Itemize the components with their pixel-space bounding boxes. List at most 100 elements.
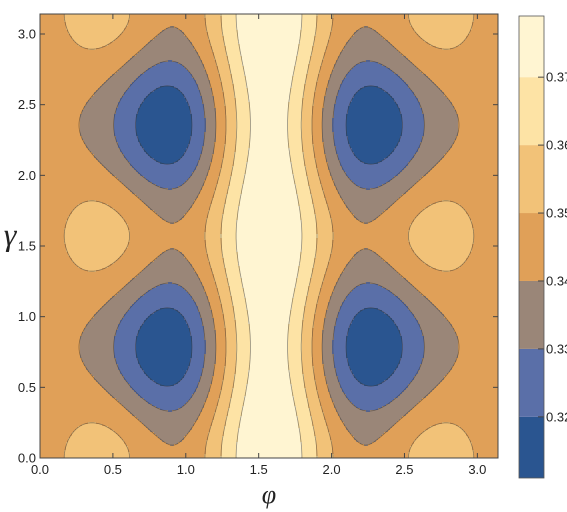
- contour-band-segment: [352, 434, 383, 437]
- contour-band-segment: [316, 30, 333, 33]
- contour-band-segment: [178, 220, 207, 223]
- contour-band-segment: [302, 454, 317, 457]
- contour-band-segment: [298, 416, 313, 419]
- contour-band-segment: [216, 344, 227, 347]
- contour-band-segment: [332, 128, 347, 131]
- contour-band-segment: [382, 88, 411, 91]
- contour-band-segment: [436, 164, 498, 167]
- contour-band-segment: [136, 300, 195, 303]
- contour-band-segment: [448, 372, 498, 375]
- contour-band-segment: [110, 172, 139, 175]
- contour-band-segment: [346, 124, 403, 127]
- contour-band-segment: [332, 24, 411, 27]
- contour-band-segment: [296, 284, 311, 287]
- contour-band-segment: [454, 106, 498, 109]
- contour-band-segment: [192, 42, 211, 45]
- contour-band-segment: [302, 144, 315, 147]
- contour-band-segment: [346, 356, 403, 359]
- contour-band-segment: [410, 24, 473, 27]
- contour-band-segment: [40, 268, 83, 271]
- contour-band-segment: [304, 384, 317, 387]
- contour-band-segment: [222, 160, 235, 163]
- contour-band-segment: [190, 142, 205, 145]
- contour-band-segment: [408, 386, 437, 389]
- contour-band-segment: [198, 382, 213, 385]
- contour-band-segment: [246, 166, 293, 169]
- contour-band-segment: [230, 294, 245, 297]
- contour-band-segment: [40, 118, 81, 121]
- contour-band-segment: [354, 288, 387, 291]
- contour-band-segment: [226, 136, 237, 139]
- contour-band-segment: [236, 100, 249, 103]
- contour-band-segment: [40, 144, 87, 147]
- contour-band-segment: [304, 306, 317, 309]
- contour-band-segment: [314, 262, 329, 265]
- contour-band-segment: [354, 436, 381, 439]
- contour-band-segment: [370, 60, 411, 63]
- contour-band-segment: [214, 106, 227, 109]
- contour-band-segment: [378, 308, 409, 311]
- contour-band-segment: [236, 112, 251, 115]
- contour-band-segment: [398, 296, 427, 299]
- contour-band-segment: [40, 364, 85, 367]
- contour-band-segment: [292, 388, 307, 391]
- contour-band-segment: [316, 306, 329, 309]
- contour-band-segment: [302, 224, 317, 227]
- contour-band-segment: [298, 46, 313, 49]
- contour-band-segment: [192, 132, 205, 135]
- contour-band-segment: [210, 266, 225, 269]
- contour-band-segment: [208, 34, 223, 37]
- contour-band-segment: [234, 382, 249, 385]
- contour-band-segment: [294, 294, 309, 297]
- contour-band-segment: [312, 134, 323, 137]
- contour-band-segment: [316, 22, 333, 25]
- contour-band-segment: [332, 70, 351, 73]
- contour-band-segment: [414, 30, 471, 33]
- contour-band-segment: [216, 136, 227, 139]
- contour-band-segment: [308, 64, 323, 67]
- contour-line: [135, 85, 403, 387]
- contour-band-segment: [292, 306, 305, 309]
- contour-band-segment: [206, 244, 223, 247]
- contour-band-segment: [316, 82, 329, 85]
- contour-band-segment: [458, 124, 498, 127]
- contour-band-segment: [120, 150, 145, 153]
- contour-band-segment: [318, 300, 331, 303]
- contour-band-segment: [40, 154, 95, 157]
- contour-band-segment: [226, 142, 237, 145]
- contour-band-segment: [452, 366, 498, 369]
- y-axis: 0.00.51.01.52.02.53.0: [18, 27, 498, 466]
- contour-band-segment: [338, 380, 359, 383]
- contour-band-segment: [358, 312, 385, 315]
- contour-band-segment: [214, 326, 225, 329]
- contour-band-segment: [148, 180, 187, 183]
- contour-band-segment: [230, 182, 245, 185]
- y-axis-label: γ: [4, 216, 18, 252]
- contour-band-segment: [210, 426, 225, 429]
- contour-band-segment: [322, 336, 335, 339]
- contour-band-segment: [106, 168, 135, 171]
- contour-band-segment: [430, 204, 461, 207]
- contour-band-segment: [346, 76, 401, 79]
- contour-band-segment: [230, 178, 245, 181]
- contour-band-segment: [236, 340, 251, 343]
- x-tick-label: 2.0: [323, 462, 341, 477]
- contour-band-segment: [352, 402, 391, 405]
- contour-band-segment: [302, 236, 319, 239]
- contour-band-segment: [202, 374, 215, 377]
- contour-band-segment: [332, 120, 347, 123]
- contour-band-segment: [242, 184, 297, 187]
- contour-band-segment: [208, 438, 223, 441]
- contour-band-segment: [40, 22, 67, 25]
- contour-band-segment: [236, 138, 251, 141]
- contour-band-segment: [402, 356, 425, 359]
- contour-band-segment: [200, 280, 215, 283]
- contour-band-segment: [236, 240, 303, 243]
- contour-band-segment: [134, 168, 197, 171]
- contour-band-segment: [40, 444, 67, 447]
- contour-band-segment: [74, 208, 115, 211]
- contour-band-segment: [324, 418, 341, 421]
- contour-band-segment: [228, 284, 243, 287]
- contour-band-segment: [222, 224, 237, 227]
- contour-band-segment: [322, 282, 337, 285]
